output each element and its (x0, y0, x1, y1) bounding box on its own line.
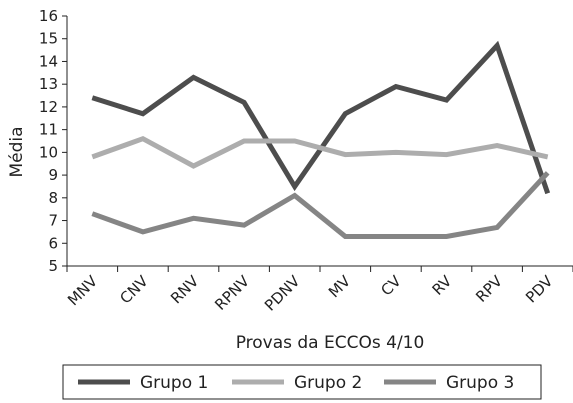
x-tick-label: CV (377, 272, 405, 300)
y-tick-label: 15 (39, 30, 58, 48)
legend-label-2: Grupo 2 (294, 373, 362, 393)
legend-label-3: Grupo 3 (446, 373, 514, 393)
x-tick-label: PDNV (261, 272, 304, 315)
x-tick-label: RNV (167, 272, 203, 308)
y-tick-label: 14 (39, 52, 58, 70)
y-tick-label: 5 (48, 257, 58, 275)
x-tick-label: RPNV (211, 272, 253, 314)
series-line-1 (91, 40, 551, 195)
x-tick-label: RV (429, 272, 456, 299)
y-tick-label: 9 (48, 166, 58, 184)
y-tick-label: 7 (48, 212, 58, 230)
chart-legend: Grupo 1 Grupo 2 Grupo 3 (62, 364, 542, 400)
x-tick-label: RPV (472, 272, 506, 306)
x-tick-label: MNV (64, 272, 102, 310)
x-axis-ticks: MNV CNV RNV RPNV PDNV MV CV RV RPV PDV (64, 266, 573, 315)
x-tick-label: MV (325, 272, 355, 302)
y-tick-label: 11 (39, 121, 58, 139)
legend-label-1: Grupo 1 (140, 373, 208, 393)
y-tick-label: 16 (39, 7, 58, 25)
series-line-3 (91, 171, 550, 239)
y-tick-label: 10 (39, 143, 58, 161)
legend-box (62, 364, 542, 400)
x-axis-title: Provas da ECCOs 4/10 (236, 333, 425, 353)
y-tick-label: 8 (48, 189, 58, 207)
y-tick-label: 12 (39, 98, 58, 116)
series-line-2 (91, 135, 549, 169)
y-axis-title: Média (7, 126, 27, 177)
x-tick-label: PDV (522, 272, 557, 307)
y-axis-ticks: 5 6 7 8 9 10 11 12 13 14 15 16 (39, 7, 67, 275)
x-tick-label: CNV (116, 272, 152, 308)
y-tick-label: 6 (48, 234, 58, 252)
y-tick-label: 13 (39, 75, 58, 93)
series-lines (91, 40, 551, 239)
